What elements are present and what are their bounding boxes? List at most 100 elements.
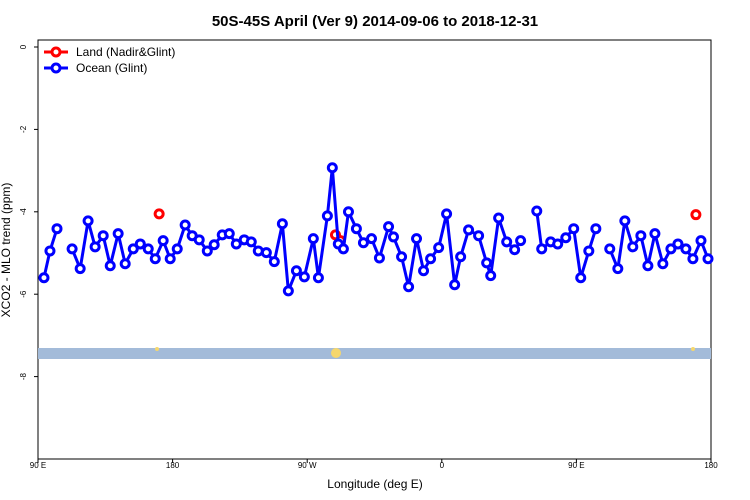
y-tick-label: -8 bbox=[19, 372, 28, 380]
data-point bbox=[612, 263, 624, 275]
data-point bbox=[411, 233, 423, 245]
data-point bbox=[383, 221, 395, 233]
data-point bbox=[97, 230, 109, 242]
data-point bbox=[157, 235, 169, 247]
data-point bbox=[276, 218, 288, 230]
x-tick-label: 180 bbox=[704, 461, 718, 470]
data-point bbox=[290, 265, 302, 277]
data-point bbox=[635, 230, 647, 242]
data-point bbox=[74, 263, 86, 275]
plot-frame bbox=[37, 39, 712, 460]
data-point bbox=[575, 272, 587, 284]
data-point bbox=[245, 236, 257, 248]
data-point bbox=[473, 230, 485, 242]
legend-swatch bbox=[50, 62, 62, 74]
data-point bbox=[282, 285, 294, 297]
data-point bbox=[223, 228, 235, 240]
data-point bbox=[493, 212, 505, 224]
data-point bbox=[142, 243, 154, 255]
data-point bbox=[51, 223, 63, 235]
data-point bbox=[441, 208, 453, 220]
chart-title: 50S-45S April (Ver 9) 2014-09-06 to 2018… bbox=[212, 13, 538, 30]
data-point bbox=[127, 243, 139, 255]
data-point bbox=[418, 265, 430, 277]
x-tick-label: 180 bbox=[166, 461, 180, 470]
coverage-marker bbox=[331, 348, 341, 358]
data-point bbox=[536, 243, 548, 255]
x-tick-label: 90 E bbox=[568, 461, 584, 470]
data-point bbox=[485, 270, 497, 282]
data-point bbox=[501, 236, 513, 248]
coverage-marker bbox=[155, 347, 159, 351]
x-tick-label: 0 bbox=[440, 461, 445, 470]
data-point bbox=[321, 210, 333, 222]
data-point bbox=[298, 271, 310, 283]
data-point bbox=[387, 231, 399, 243]
data-point bbox=[509, 244, 521, 256]
data-point bbox=[201, 245, 213, 257]
data-point bbox=[657, 258, 669, 270]
data-point bbox=[531, 205, 543, 217]
data-point bbox=[366, 233, 378, 245]
data-point bbox=[403, 281, 415, 293]
y-tick-label: -4 bbox=[19, 208, 28, 216]
data-point bbox=[89, 241, 101, 253]
data-point bbox=[560, 232, 572, 244]
data-point bbox=[307, 233, 319, 245]
data-point bbox=[153, 208, 165, 220]
data-point bbox=[268, 256, 280, 268]
data-point bbox=[104, 260, 116, 272]
legend-label: Land (Nadir&Glint) bbox=[76, 45, 175, 59]
data-point bbox=[179, 219, 191, 231]
series-line bbox=[535, 210, 598, 280]
data-point bbox=[702, 253, 714, 265]
data-point bbox=[66, 243, 78, 255]
data-point bbox=[665, 243, 677, 255]
data-point bbox=[604, 243, 616, 255]
data-point bbox=[342, 206, 354, 218]
data-point bbox=[44, 245, 56, 257]
data-point bbox=[449, 279, 461, 291]
x-tick-label: 90 E bbox=[30, 461, 46, 470]
data-point bbox=[695, 235, 707, 247]
data-point bbox=[112, 228, 124, 240]
y-tick-label: -6 bbox=[19, 290, 28, 298]
coverage-marker bbox=[691, 347, 695, 351]
data-point bbox=[568, 223, 580, 235]
data-point bbox=[687, 253, 699, 265]
data-point bbox=[230, 238, 242, 250]
x-tick-label: 90 W bbox=[298, 461, 317, 470]
data-point bbox=[552, 238, 564, 250]
data-point bbox=[515, 235, 527, 247]
data-point bbox=[164, 253, 176, 265]
coverage-band bbox=[38, 348, 711, 359]
data-point bbox=[425, 253, 437, 265]
y-tick-label: -2 bbox=[19, 125, 28, 133]
data-point bbox=[642, 260, 654, 272]
data-point bbox=[627, 241, 639, 253]
data-point bbox=[171, 243, 183, 255]
data-point bbox=[455, 251, 467, 263]
data-point bbox=[373, 252, 385, 264]
legend-swatch bbox=[50, 46, 62, 58]
data-point bbox=[38, 272, 50, 284]
y-tick-label: 0 bbox=[19, 44, 28, 49]
data-point bbox=[590, 223, 602, 235]
data-point bbox=[350, 223, 362, 235]
data-point bbox=[149, 253, 161, 265]
data-point bbox=[357, 237, 369, 249]
data-point bbox=[481, 257, 493, 269]
x-axis-label: Longitude (deg E) bbox=[327, 477, 422, 491]
data-point bbox=[193, 234, 205, 246]
data-point bbox=[433, 242, 445, 254]
data-point bbox=[463, 224, 475, 236]
data-point bbox=[396, 251, 408, 263]
data-point bbox=[672, 238, 684, 250]
data-point bbox=[583, 245, 595, 257]
data-point bbox=[208, 239, 220, 251]
data-point bbox=[134, 238, 146, 250]
legend-label: Ocean (Glint) bbox=[76, 61, 147, 75]
data-point bbox=[649, 228, 661, 240]
data-point bbox=[337, 243, 349, 255]
